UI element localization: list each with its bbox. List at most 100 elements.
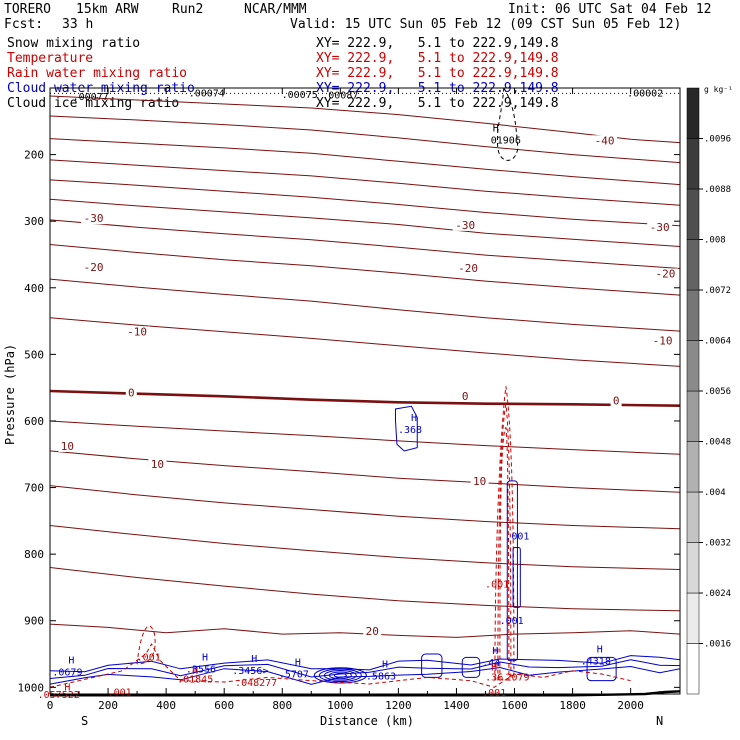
colorbar-swatch xyxy=(686,239,700,291)
temperature-contour-label: -10 xyxy=(653,335,673,348)
rain-label: H xyxy=(64,683,70,694)
temperature-contour xyxy=(49,219,681,269)
cloud-water-max-value: .368 xyxy=(398,425,422,436)
cloud-ice-label: .00075 xyxy=(282,90,318,101)
temperature-contour xyxy=(49,179,681,227)
contour-label-bg xyxy=(592,135,618,147)
cloud-water-max-marker: H xyxy=(202,653,208,664)
temperature-contour-label: 0 xyxy=(613,395,620,408)
rain-label: .001 xyxy=(485,579,509,590)
colorbar-label: .0056 xyxy=(704,387,731,397)
colorbar-swatch xyxy=(686,643,700,695)
rain-label: .048277 xyxy=(235,678,277,689)
cloud-water-max-marker: H xyxy=(295,657,301,668)
valid-time: Valid: 15 UTC Sun 05 Feb 12 (09 CST Sun … xyxy=(290,17,682,32)
x-axis-end-label: N xyxy=(656,714,663,728)
rain-label: .2079 xyxy=(499,673,529,684)
colorbar-label: .0048 xyxy=(704,438,731,448)
contour-label-bg xyxy=(470,476,489,488)
cloud-water-contour xyxy=(461,656,481,678)
temperature-contour-label: -20 xyxy=(458,262,478,275)
temperature-contour xyxy=(49,420,681,455)
colorbar-label: .0032 xyxy=(704,539,731,549)
cloud-water-max-value: .3456> xyxy=(232,666,268,677)
colorbar-label: .0016 xyxy=(704,640,731,650)
cloud-water-cluster-contour xyxy=(323,670,357,681)
colorbar-swatch xyxy=(686,542,700,594)
cloud-water-max-marker: H xyxy=(382,659,388,670)
plot-frame xyxy=(49,87,681,695)
cloud-water-contour xyxy=(586,656,617,682)
rain-label: .001 xyxy=(108,687,132,698)
rain-label: .001 xyxy=(482,688,506,699)
y-tick-label: 500 xyxy=(24,348,44,361)
cloud-water-max-marker: H xyxy=(68,655,74,666)
field-name-snow: Snow mixing ratio xyxy=(7,36,141,51)
colorbar-swatch xyxy=(686,441,700,493)
temperature-contour xyxy=(49,244,681,296)
rain-label: H xyxy=(491,663,497,674)
contour-label-bg xyxy=(610,395,622,407)
contour-label-bg xyxy=(125,387,137,399)
x-tick-label: 0 xyxy=(47,699,54,712)
contour-label-bg xyxy=(452,219,478,231)
contour-label-bg xyxy=(459,390,471,402)
x-tick-label: 1600 xyxy=(501,699,528,712)
cloud-water-cluster-contour xyxy=(328,671,352,680)
cloud-water-low-contour xyxy=(49,655,681,673)
cloud-water-cluster-contour xyxy=(318,668,362,683)
colorbar-label: .0024 xyxy=(704,589,731,599)
snow-contour xyxy=(496,87,519,161)
rain-plume-contour xyxy=(494,386,515,681)
cloud-water-max-value: .5863 xyxy=(366,671,396,682)
rain-plume-contour xyxy=(497,404,512,681)
cloud-water-max-value: .4318 xyxy=(581,657,611,668)
x-tick-label: 400 xyxy=(156,699,176,712)
colorbar-unit: g kg⁻¹ xyxy=(704,85,733,94)
colorbar-swatch xyxy=(686,138,700,190)
temperature-contour xyxy=(49,450,681,493)
y-tick-label: 700 xyxy=(24,482,44,495)
y-tick-label: 800 xyxy=(24,548,44,561)
cloud-water-column xyxy=(506,480,518,662)
contour-label-bg xyxy=(650,335,676,347)
x-tick-label: 1000 xyxy=(327,699,354,712)
rain-lobe-contour xyxy=(136,625,156,665)
temperature-contour-label: 10 xyxy=(61,440,74,453)
snow-max-value: 01906 xyxy=(491,135,521,146)
y-tick-label: 1000 xyxy=(18,681,45,694)
cloud-ice-label: .00074 xyxy=(189,89,225,100)
temperature-contour-label: -30 xyxy=(455,219,475,232)
cloud-water-max-marker: H xyxy=(251,654,257,665)
contour-label-bg xyxy=(652,268,678,280)
temperature-contour-label: -30 xyxy=(650,221,670,234)
contour-label-bg xyxy=(81,261,107,273)
rain-label: .001 xyxy=(137,653,161,664)
cloud-water-max-marker: H xyxy=(492,646,498,657)
y-tick-label: 300 xyxy=(24,215,44,228)
x-tick-label: 2000 xyxy=(617,699,644,712)
cloud-water-max-value: .0679 xyxy=(52,667,82,678)
contour-label-bg xyxy=(148,458,167,470)
colorbar-label: .0064 xyxy=(704,337,731,347)
x-tick-label: 600 xyxy=(214,699,234,712)
colorbar-swatch xyxy=(686,592,700,644)
temperature-contour-label: -20 xyxy=(84,261,104,274)
cloud-water-max-value: .44 xyxy=(482,658,500,669)
temperature-contour xyxy=(49,278,681,332)
cloud-water-max-value: .3556 xyxy=(186,665,216,676)
colorbar-label: .004 xyxy=(704,488,726,498)
contour-label-bg xyxy=(58,440,77,452)
colorbar-swatch xyxy=(686,289,700,341)
temperature-contour-label: -30 xyxy=(84,212,104,225)
cloud-water-max-value: .5707 xyxy=(279,669,309,680)
contour-label-bg xyxy=(124,326,150,338)
cloud-ice-label: .00087 xyxy=(322,91,358,102)
temperature-contour-label: -10 xyxy=(127,325,147,338)
temperature-contour xyxy=(49,485,681,530)
field-xy-temperature: XY= 222.9, 5.1 to 222.9,149.8 xyxy=(316,51,559,66)
field-xy-cloud-ice: XY= 222.9, 5.1 to 222.9,149.8 xyxy=(316,96,559,111)
cloud-water-max-marker: H xyxy=(597,645,603,656)
cloud-water-contour xyxy=(394,405,418,452)
